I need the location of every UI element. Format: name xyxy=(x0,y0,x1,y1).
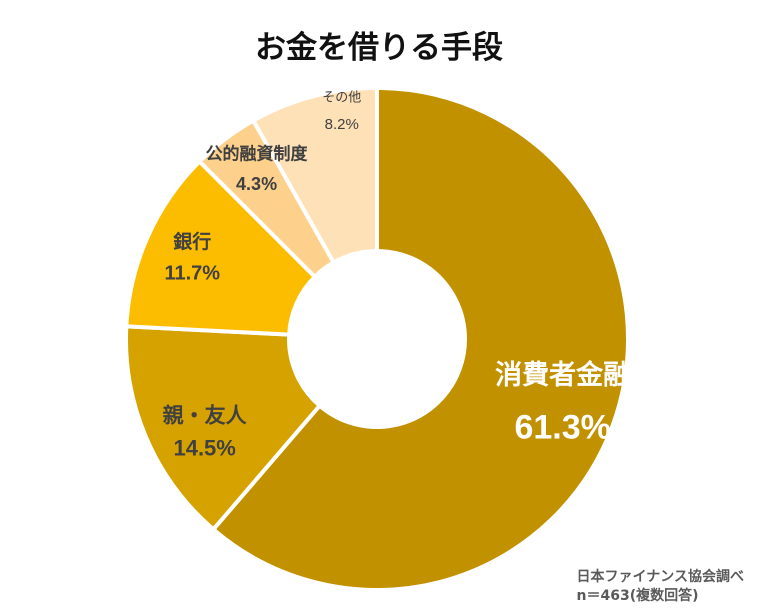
source-line-1: 日本ファイナンス協会調べ xyxy=(576,569,744,585)
slice-2 xyxy=(124,324,323,533)
donut-hole xyxy=(290,252,464,426)
slice-value-1: 61.3% xyxy=(514,408,610,446)
slice-label-4: 公的融資制度 xyxy=(206,144,309,165)
slice-1 xyxy=(210,85,630,592)
source-line-2: n＝463(複数回答) xyxy=(576,588,699,604)
chart-title: お金を借りる手段 xyxy=(255,30,503,66)
slice-3 xyxy=(124,158,318,337)
slice-label-5: その他 xyxy=(322,90,361,105)
slice-label-1: 消費者金融 xyxy=(495,359,630,391)
slice-value-3: 11.7% xyxy=(164,262,220,284)
source-note: 日本ファイナンス協会調べ n＝463(複数回答) xyxy=(577,568,744,606)
slice-value-4: 4.3% xyxy=(236,174,277,194)
slice-label-3: 銀行 xyxy=(173,230,211,253)
slice-value-2: 14.5% xyxy=(173,436,235,461)
slice-5 xyxy=(250,85,379,266)
slice-value-5: 8.2% xyxy=(325,116,359,133)
slice-label-2: 親・友人 xyxy=(163,403,247,427)
